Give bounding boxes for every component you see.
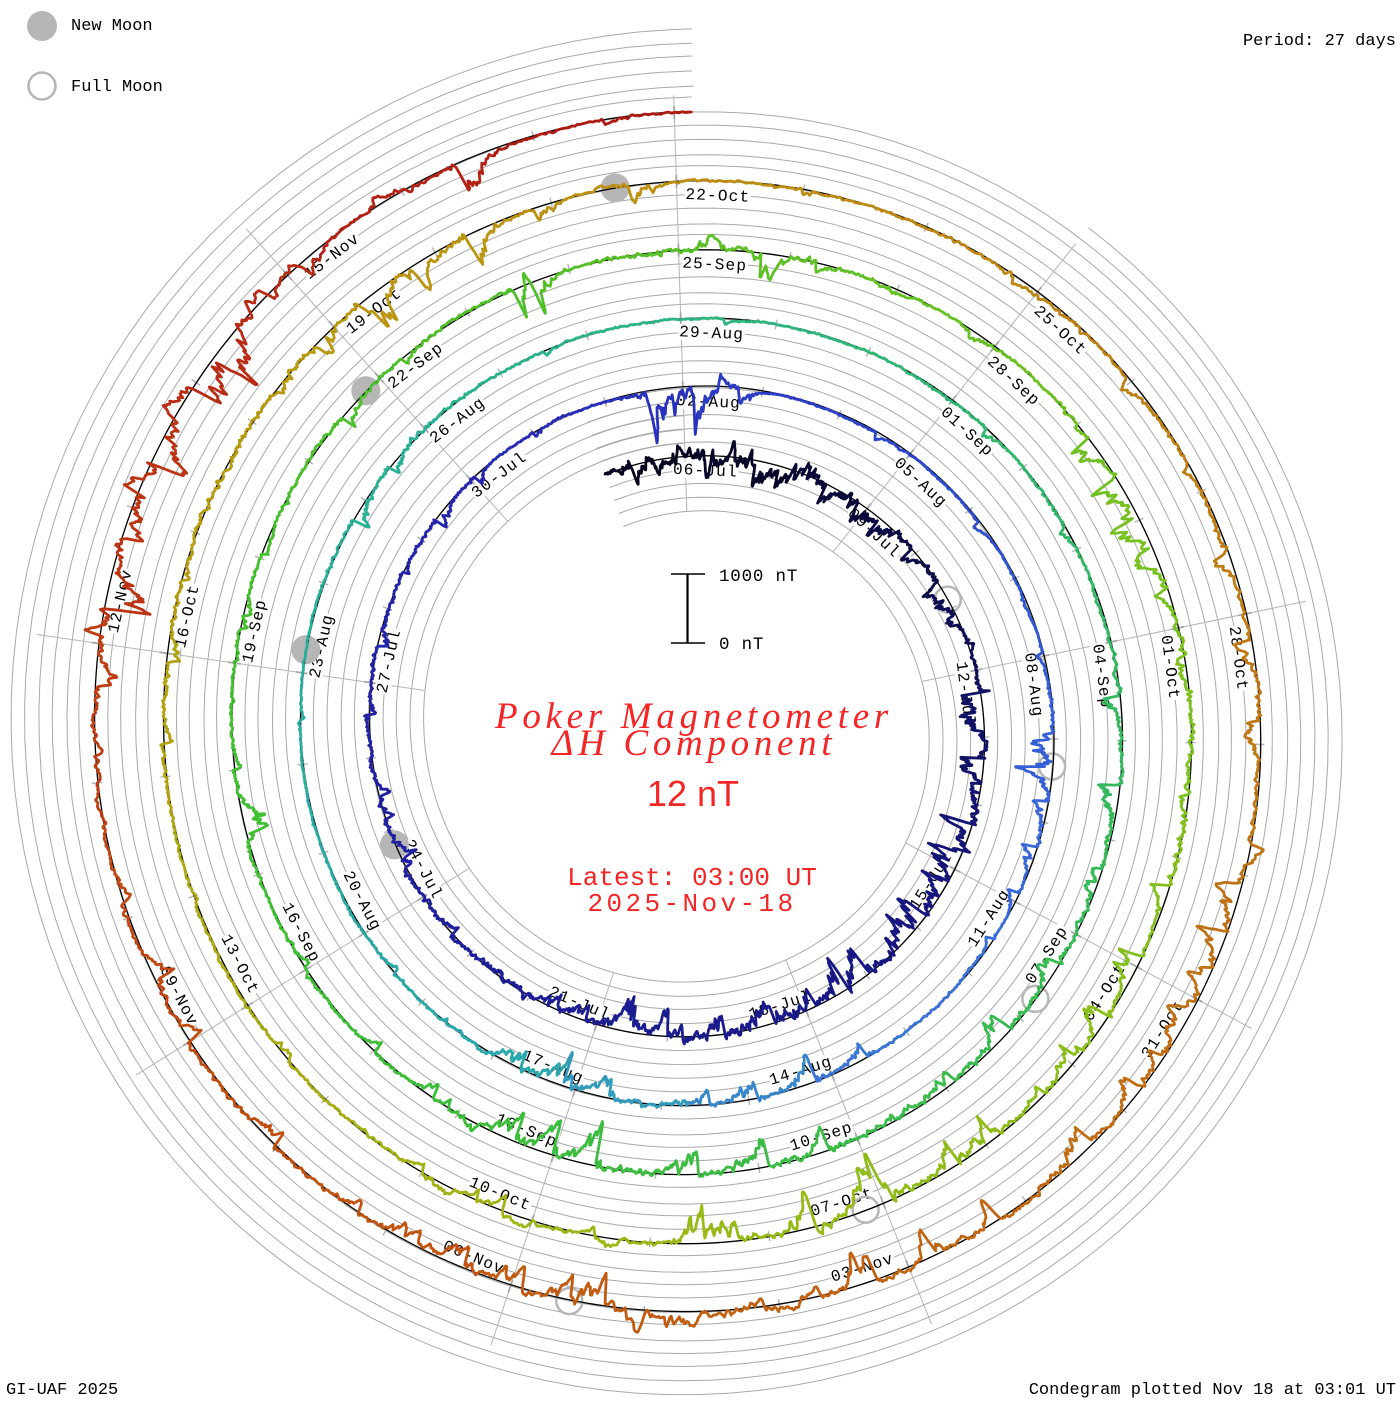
svg-text:Period: 27 days: Period: 27 days [1243, 32, 1396, 51]
svg-text:ΔH Component: ΔH Component [550, 723, 837, 764]
svg-text:1000 nT: 1000 nT [719, 567, 798, 587]
svg-text:GI-UAF 2025: GI-UAF 2025 [6, 1381, 118, 1400]
svg-text:New Moon: New Moon [71, 17, 153, 36]
svg-text:12 nT: 12 nT [647, 773, 739, 814]
svg-text:22-Oct: 22-Oct [685, 186, 751, 207]
svg-text:2025-Nov-18: 2025-Nov-18 [587, 889, 796, 919]
svg-text:29-Aug: 29-Aug [679, 323, 745, 344]
svg-text:0 nT: 0 nT [719, 635, 764, 655]
svg-text:Condegram plotted Nov 18 at 03: Condegram plotted Nov 18 at 03:01 UT [1029, 1381, 1396, 1400]
svg-text:25-Sep: 25-Sep [682, 255, 748, 276]
svg-text:Full Moon: Full Moon [71, 78, 163, 97]
